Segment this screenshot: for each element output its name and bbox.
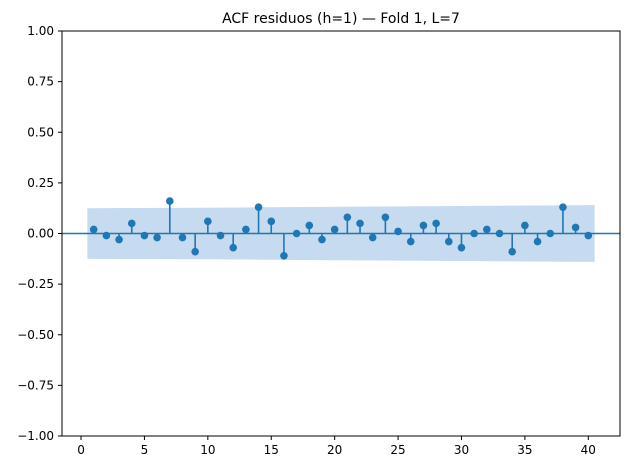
acf-point [153, 233, 161, 242]
x-tick-label: 5 [141, 443, 149, 457]
acf-point [470, 229, 478, 238]
acf-point [432, 219, 440, 228]
acf-point [521, 221, 529, 230]
acf-point [533, 237, 542, 246]
x-tick-label: 0 [77, 443, 85, 457]
y-tick-label: 0.50 [27, 125, 54, 139]
acf-point [343, 213, 352, 222]
acf-point [305, 221, 314, 230]
y-tick-label: 0.75 [27, 75, 54, 89]
acf-point [292, 229, 301, 238]
y-tick-label: 0.25 [27, 176, 54, 190]
acf-point [457, 243, 466, 252]
acf-point [204, 217, 212, 226]
acf-point [178, 233, 187, 242]
acf-point [127, 219, 136, 228]
acf-point [508, 247, 517, 256]
y-tick-label: −0.75 [17, 378, 54, 392]
acf-point [102, 231, 111, 240]
acf-point [483, 225, 491, 234]
acf-point [571, 223, 580, 232]
acf-point [394, 227, 402, 236]
x-tick-label: 10 [200, 443, 215, 457]
acf-point [381, 213, 390, 222]
acf-point [254, 203, 263, 211]
acf-point [216, 231, 225, 240]
acf-point [242, 225, 250, 234]
x-tick-label: 25 [390, 443, 405, 457]
acf-point [115, 235, 123, 244]
x-tick-label: 15 [264, 443, 279, 457]
acf-point [546, 229, 555, 238]
x-tick-label: 30 [454, 443, 469, 457]
acf-point [191, 247, 199, 256]
acf-point [406, 237, 415, 246]
acf-point [330, 225, 339, 234]
x-tick-label: 20 [327, 443, 342, 457]
plot-area: 0 5 10 15 20 25 30 35 40 −1.00 −0.75 −0.50 −0.25 0.00… [17, 24, 621, 457]
y-tick-label: −0.25 [17, 277, 54, 291]
chart-title: ACF residuos (h=1) — Fold 1, L=7 [222, 11, 460, 27]
acf-point [140, 231, 149, 240]
acf-point [280, 251, 288, 260]
y-tick-label: 0.00 [27, 227, 54, 241]
acf-point [419, 221, 428, 230]
acf-point [89, 225, 98, 234]
acf-point [444, 237, 453, 246]
acf-point [318, 235, 326, 244]
x-tick-label: 40 [581, 443, 596, 457]
acf-point [267, 217, 276, 226]
acf-point [368, 233, 377, 242]
y-tick-label: −0.50 [17, 328, 54, 342]
acf-point [584, 231, 593, 240]
acf-point [229, 243, 238, 252]
acf-point [356, 219, 364, 228]
x-tick-label: 35 [517, 443, 532, 457]
y-tick-label: −1.00 [17, 429, 54, 443]
y-tick-label: 1.00 [27, 24, 54, 38]
acf-point [165, 197, 174, 205]
acf-point [495, 229, 504, 238]
acf-point [559, 203, 567, 211]
